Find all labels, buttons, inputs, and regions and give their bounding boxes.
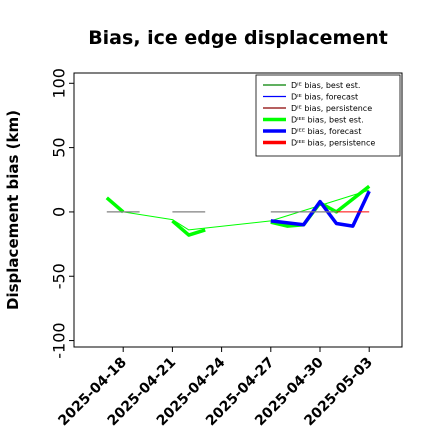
legend: Dᴵᴱ bias, best est. Dᴵᴱ bias, forecast Dᴵᴱ…: [255, 74, 401, 157]
chart-title: Bias, ice edge displacement: [88, 27, 388, 49]
legend-label: Dᴵᴱ bias, forecast: [291, 93, 358, 102]
series-line: [105, 196, 125, 214]
y-tick-label: -50: [50, 263, 69, 289]
y-tick-label: -100: [50, 322, 69, 358]
legend-label: Dᴵᴱᴱ bias, best est.: [291, 116, 364, 125]
series-line: [270, 190, 371, 228]
series-line: [123, 189, 370, 231]
y-tick-label: 50: [50, 137, 69, 157]
legend-label: Dᴵᴱᴱ bias, persistence: [291, 139, 375, 148]
legend-label: Dᴵᴱ bias, best est.: [291, 81, 360, 90]
legend-label: Dᴵᴱᴱ bias, forecast: [291, 127, 361, 136]
y-tick-label: 100: [50, 68, 69, 99]
series-line: [171, 219, 206, 237]
y-tick-label: 0: [50, 207, 69, 217]
legend-label: Dᴵᴱ bias, persistence: [291, 104, 372, 113]
y-axis-label: Displacement bias (km): [4, 110, 22, 310]
